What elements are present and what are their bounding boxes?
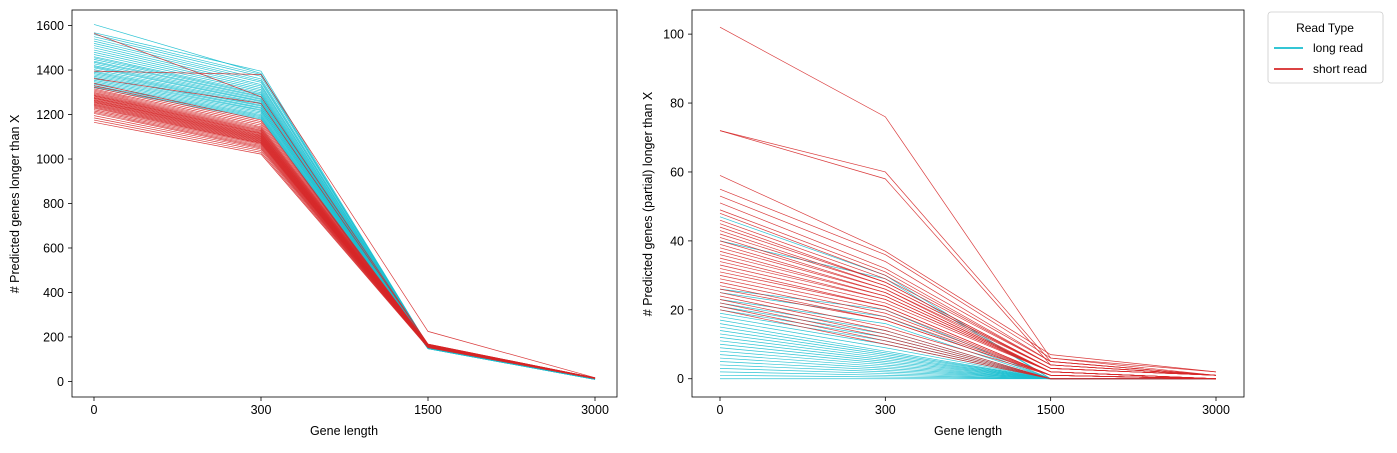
x-tick-label: 300 [875, 403, 896, 417]
short-read-series-line [719, 309, 1216, 380]
short-read-series-line [719, 202, 1217, 376]
left-y-ticks: 0 200 400 600 800 1000 1200 1400 1600 [36, 19, 72, 389]
y-tick-label: 1600 [36, 19, 64, 33]
short-read-series-line [93, 33, 596, 379]
y-tick-label: 600 [43, 241, 64, 255]
right-x-ticks: 0 300 1500 3000 [717, 397, 1230, 417]
right-y-ticks: 0 20 40 60 80 100 [663, 28, 692, 386]
right-x-axis-label: Gene length [934, 424, 1002, 438]
x-tick-label: 300 [251, 403, 272, 417]
legend-label-long-read: long read [1313, 41, 1363, 55]
x-tick-label: 1500 [414, 403, 442, 417]
short-read-series-line [719, 188, 1217, 373]
short-read-series-line [719, 237, 1217, 376]
x-tick-label: 0 [717, 403, 724, 417]
y-tick-label: 0 [677, 372, 684, 386]
short-read-series-line [93, 70, 596, 378]
long-read-series-line [93, 82, 596, 380]
y-tick-label: 400 [43, 286, 64, 300]
y-tick-label: 1000 [36, 153, 64, 167]
y-tick-label: 20 [670, 303, 684, 317]
short-read-series-line [719, 26, 1217, 376]
y-tick-label: 200 [43, 330, 64, 344]
y-tick-label: 80 [670, 97, 684, 111]
short-read-series-line [93, 121, 596, 379]
y-tick-label: 0 [57, 375, 64, 389]
legend-label-short-read: short read [1313, 62, 1367, 76]
x-tick-label: 3000 [581, 403, 609, 417]
long-read-series-line [93, 24, 596, 379]
right-y-axis-label: # Predicted genes (partial) longer than … [641, 91, 655, 316]
y-tick-label: 800 [43, 197, 64, 211]
y-tick-label: 1400 [36, 64, 64, 78]
right-chart-lines [719, 26, 1217, 380]
left-y-axis-label: # Predicted genes longer than X [8, 114, 22, 293]
short-read-series-line [719, 209, 1217, 376]
x-tick-label: 1500 [1037, 403, 1065, 417]
y-tick-label: 100 [663, 28, 684, 42]
left-x-ticks: 0 300 1500 3000 [91, 397, 609, 417]
short-read-series-line [719, 264, 1217, 380]
legend: Read Type long read short read [1267, 11, 1384, 84]
left-chart-lines [93, 24, 596, 380]
short-read-series-line [719, 219, 1217, 376]
legend-title: Read Type [1296, 21, 1354, 35]
left-chart-panel: 0 200 400 600 800 1000 1200 1400 1600 0 300 1500 30… [8, 9, 618, 438]
y-tick-label: 40 [670, 234, 684, 248]
short-read-series-line [719, 247, 1217, 380]
short-read-series-line [719, 292, 1217, 380]
y-tick-label: 1200 [36, 108, 64, 122]
y-tick-label: 60 [670, 165, 684, 179]
short-read-series-line [719, 175, 1217, 373]
short-read-series-line [719, 268, 1217, 380]
left-x-axis-label: Gene length [310, 424, 378, 438]
right-chart-panel: 0 20 40 60 80 100 0 300 1500 3000 Gene length # … [641, 9, 1245, 438]
x-tick-label: 3000 [1202, 403, 1230, 417]
right-plot-frame [691, 9, 1245, 398]
x-tick-label: 0 [91, 403, 98, 417]
legend-box [1267, 11, 1384, 84]
